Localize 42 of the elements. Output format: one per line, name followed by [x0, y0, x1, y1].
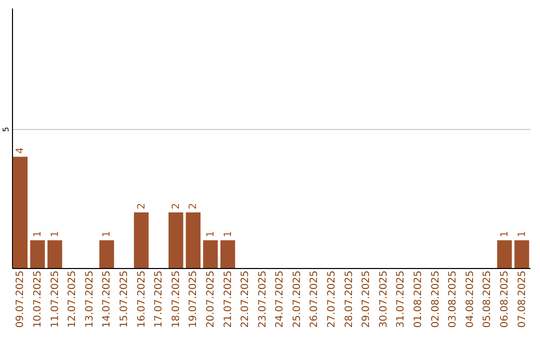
x-tick-label: 29.07.2025 — [361, 270, 372, 328]
x-tick-label: 04.08.2025 — [464, 270, 476, 328]
x-tick-label: 02.08.2025 — [430, 270, 442, 328]
x-tick-label: 30.07.2025 — [378, 270, 390, 328]
x-tick-label: 09.07.2025 — [15, 270, 26, 328]
y-tick-label: 5 — [2, 126, 10, 132]
x-tick-label: 07.08.2025 — [516, 270, 528, 328]
data-label: 1 — [499, 230, 510, 238]
x-tick-label: 23.07.2025 — [257, 270, 268, 328]
data-label: 2 — [188, 203, 200, 210]
x-tick-label: 28.07.2025 — [344, 270, 355, 328]
x-tick-label: 10.07.2025 — [32, 270, 44, 328]
data-label: 4 — [15, 147, 26, 154]
x-tick-label: 31.07.2025 — [396, 270, 407, 328]
x-tick-label: 24.07.2025 — [274, 270, 286, 328]
x-tick-label: 11.07.2025 — [50, 270, 61, 328]
data-label: 1 — [205, 230, 216, 238]
x-tick-label: 12.07.2025 — [67, 270, 78, 328]
x-tick-label: 16.07.2025 — [136, 270, 148, 328]
x-tick-label: 25.07.2025 — [292, 270, 303, 328]
x-tick-label: 01.08.2025 — [413, 270, 424, 328]
x-tick-label: 20.07.2025 — [205, 270, 216, 328]
x-tick-label: 18.07.2025 — [170, 270, 182, 328]
data-label: 1 — [102, 230, 113, 238]
x-tick-label: 21.07.2025 — [222, 270, 234, 328]
x-tick-label: 19.07.2025 — [188, 270, 200, 328]
data-label: 1 — [50, 230, 61, 238]
x-tick-label: 06.08.2025 — [499, 270, 510, 328]
x-tick-label: 13.07.2025 — [84, 270, 96, 328]
data-label: 2 — [170, 203, 182, 210]
x-tick-label: 03.08.2025 — [448, 270, 459, 328]
x-tick-label: 05.08.2025 — [482, 270, 494, 328]
x-tick-label: 14.07.2025 — [102, 270, 113, 328]
data-label: 1 — [222, 230, 234, 238]
x-tick-label: 17.07.2025 — [154, 270, 165, 328]
data-label: 1 — [516, 230, 528, 238]
data-label: 2 — [136, 203, 148, 210]
x-tick-label: 26.07.2025 — [309, 270, 320, 328]
x-tick-label: 15.07.2025 — [118, 270, 130, 328]
data-label: 1 — [32, 230, 44, 238]
x-tick-label: 22.07.2025 — [240, 270, 252, 328]
x-tick-label: 27.07.2025 — [326, 270, 338, 328]
